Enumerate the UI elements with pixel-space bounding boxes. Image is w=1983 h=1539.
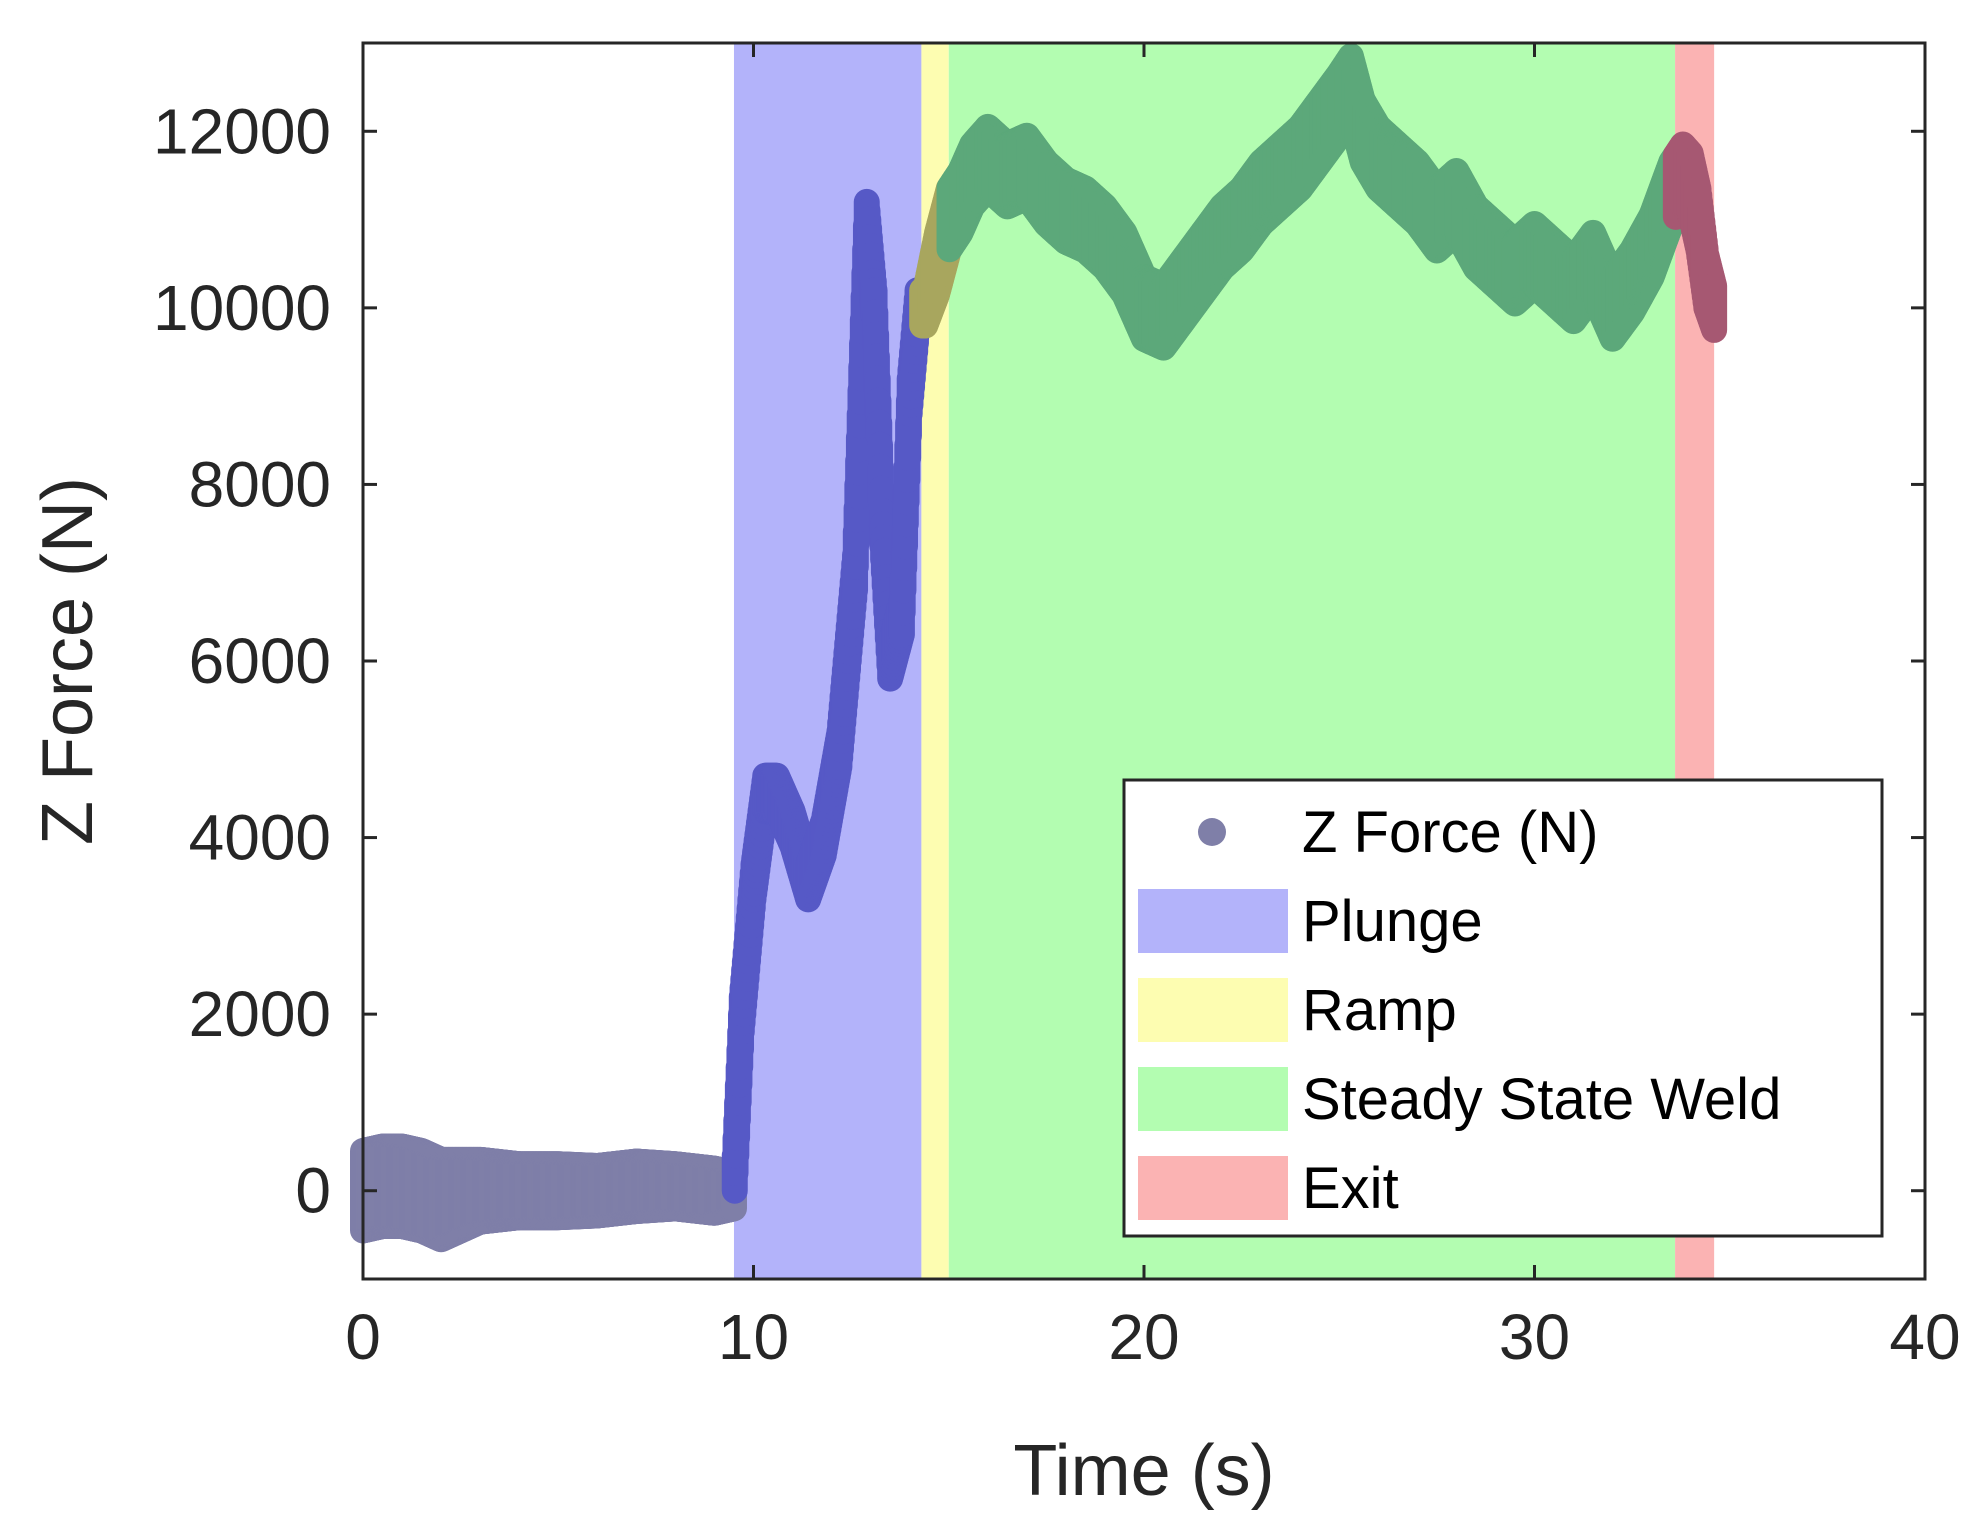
x-tick-label: 40 (1889, 1301, 1960, 1373)
legend-swatch-ramp (1138, 978, 1288, 1042)
y-tick-label: 2000 (189, 978, 331, 1050)
y-tick-label: 10000 (153, 272, 331, 344)
legend-label-z-force-n: Z Force (N) (1302, 800, 1598, 865)
legend-swatch-exit (1138, 1156, 1288, 1220)
legend-marker-z-force-n (1198, 818, 1226, 846)
y-axis-ticks: 0 2000 4000 6000 8000 10000 12000 (153, 95, 1925, 1227)
y-tick-label: 12000 (153, 95, 331, 167)
x-tick-label: 30 (1499, 1301, 1570, 1373)
legend-items: Z Force (N) Plunge Ramp Steady State Weld Ex… (1138, 800, 1781, 1221)
plot-area: 0 10 20 30 40 0 2000 4000 6000 8000 10000 12000 (153, 41, 1961, 1373)
y-axis-label: Z Force (N) (28, 477, 108, 845)
y-tick-label: 8000 (189, 448, 331, 520)
legend-swatch-steady-state-weld (1138, 1067, 1288, 1131)
legend-label-ramp: Ramp (1302, 978, 1457, 1043)
legend-label-steady-state-weld: Steady State Weld (1302, 1067, 1781, 1132)
legend-label-exit: Exit (1302, 1156, 1399, 1221)
legend-swatch-plunge (1138, 889, 1288, 953)
x-tick-label: 20 (1108, 1301, 1179, 1373)
legend: Z Force (N) Plunge Ramp Steady State Weld Ex… (1122, 778, 1884, 1238)
y-tick-label: 4000 (189, 802, 331, 874)
x-tick-label: 0 (345, 1301, 381, 1373)
x-axis-ticks: 0 10 20 30 40 (345, 43, 1961, 1373)
x-tick-label: 10 (718, 1301, 789, 1373)
y-tick-label: 0 (295, 1155, 331, 1227)
y-tick-label: 6000 (189, 625, 331, 697)
x-axis-label: Time (s) (1013, 1431, 1274, 1511)
data-points (350, 43, 1728, 1253)
legend-label-plunge: Plunge (1302, 889, 1483, 954)
